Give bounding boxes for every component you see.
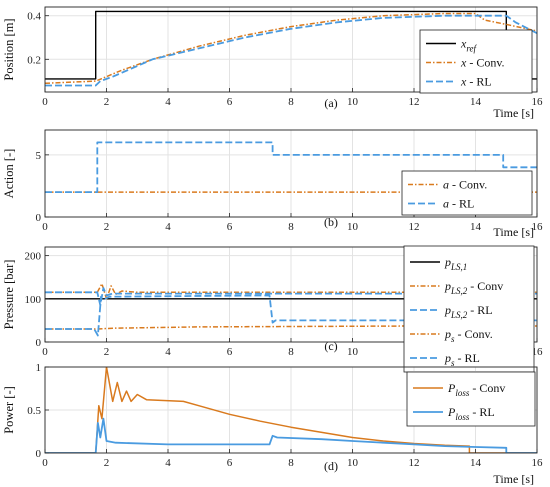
x-tick-label: 2: [104, 457, 110, 469]
series-line-x-rl: [45, 14, 537, 87]
legend-box: [406, 371, 536, 427]
x-tick-label: 2: [104, 221, 110, 233]
y-tick-label: 200: [25, 251, 42, 263]
x-tick-label: 16: [532, 457, 544, 469]
panel-1: 0 2 4 6 8 10 12 14 16 0.2 0.4 Position [m] Time [s] (…: [2, 6, 544, 120]
x-tick-label: 10: [347, 96, 359, 108]
y-tick-label: 0.2: [27, 54, 41, 66]
x-tick-label: 4: [165, 346, 171, 358]
x-tick-label: 0: [42, 346, 48, 358]
panel-label: (b): [324, 215, 338, 229]
series-line-p-ls-2-rl: [45, 287, 537, 307]
x-tick-label: 4: [165, 96, 171, 108]
x-tick-label: 8: [288, 96, 294, 108]
legend-entry: a - RL: [443, 197, 474, 211]
legend-entry: pLS,1: [444, 255, 467, 272]
x-tick-label: 6: [227, 346, 233, 358]
series-line-p-s-rl: [45, 294, 537, 337]
panel-4: 0 2 4 6 8 10 12 14 16 0 0.5 1 Power [-] Time [s] (d) Pl…: [2, 362, 543, 486]
x-axis-label: Time [s]: [493, 472, 534, 486]
x-tick-label: 0: [42, 96, 48, 108]
y-tick-label: 0: [36, 448, 42, 460]
x-tick-label: 8: [288, 346, 294, 358]
legend-entry: ps - RL: [444, 351, 480, 368]
x-tick-label: 12: [409, 96, 420, 108]
x-tick-label: 4: [165, 221, 171, 233]
x-tick-label: 10: [347, 346, 359, 358]
x-axis-label: Time [s]: [493, 225, 534, 239]
x-tick-label: 2: [104, 346, 110, 358]
x-tick-label: 14: [470, 96, 482, 108]
legend-entry: a - Conv.: [443, 178, 487, 192]
x-tick-label: 16: [532, 346, 544, 358]
y-tick-label: 0: [36, 212, 42, 224]
legend-box: [403, 245, 535, 373]
x-tick-label: 2: [104, 96, 110, 108]
y-tick-label: 0.4: [27, 11, 41, 23]
y-tick-label: 0: [36, 337, 42, 349]
panel-label: (a): [324, 96, 337, 110]
x-axis-label: Time [s]: [493, 106, 534, 120]
legend-box: [401, 170, 533, 216]
x-tick-label: 16: [532, 96, 544, 108]
y-tick-label: 1: [36, 362, 42, 374]
x-tick-label: 4: [165, 457, 171, 469]
legend-entry: pLS,2 - RL: [444, 303, 493, 320]
y-axis-label: Action [-]: [2, 149, 16, 199]
x-tick-label: 14: [470, 457, 482, 469]
x-tick-label: 0: [42, 221, 48, 233]
legend: xref x - Conv. x - RL: [419, 29, 533, 94]
legend-entry: ps - Conv.: [444, 327, 493, 344]
legend-box: [419, 29, 533, 94]
x-tick-label: 12: [409, 221, 420, 233]
panel-label: (d): [324, 459, 338, 473]
x-tick-label: 6: [227, 96, 233, 108]
panel-2: 0 2 4 6 8 10 12 14 16 0 5 Action [-] Time [s] (b) a - …: [2, 129, 544, 239]
legend-entry: xref: [460, 37, 477, 54]
x-tick-label: 10: [347, 221, 359, 233]
y-tick-label: 100: [25, 294, 42, 306]
y-axis-label: Power [-]: [2, 386, 16, 434]
legend-entry: x - RL: [460, 75, 492, 89]
series-line-p-ls-2-conv: [45, 282, 537, 300]
x-tick-label: 8: [288, 221, 294, 233]
panel-label: (c): [324, 339, 337, 353]
panel-3: 02468101214160100200Pressure [bar]Time […: [2, 245, 544, 373]
legend: pLS,1 pLS,2 - Conv pLS,2 - RL ps - Conv. ps …: [403, 245, 535, 373]
x-tick-label: 14: [470, 221, 482, 233]
legend-entry: Ploss - Conv: [447, 381, 505, 398]
legend: a - Conv. a - RL: [401, 170, 533, 216]
y-axis-label: Position [m]: [2, 18, 16, 80]
y-tick-label: 5: [36, 150, 42, 162]
legend-entry: x - Conv.: [460, 56, 505, 70]
legend-entry: pLS,2 - Conv: [444, 279, 503, 296]
series-group: [45, 367, 537, 453]
y-tick-label: 0.5: [27, 405, 41, 417]
legend: Ploss - Conv Ploss - RL: [406, 371, 536, 427]
legend-entry: Ploss - RL: [447, 405, 495, 422]
x-tick-label: 12: [409, 457, 420, 469]
x-tick-label: 8: [288, 457, 294, 469]
x-tick-label: 6: [227, 221, 233, 233]
x-tick-label: 0: [42, 457, 48, 469]
series-line-p-loss-rl: [45, 417, 537, 453]
x-tick-label: 6: [227, 457, 233, 469]
series-line-a-rl: [45, 141, 537, 193]
x-tick-label: 16: [532, 221, 544, 233]
x-tick-label: 10: [347, 457, 359, 469]
y-axis-label: Pressure [bar]: [2, 260, 16, 330]
